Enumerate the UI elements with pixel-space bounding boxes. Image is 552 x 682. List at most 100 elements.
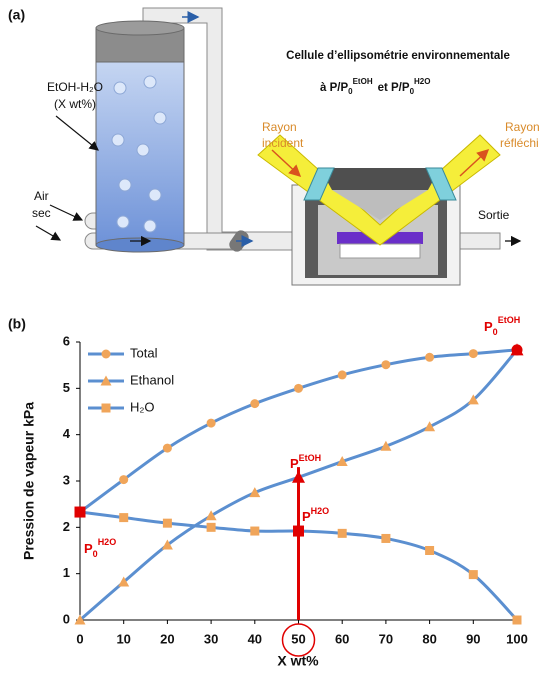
liquid-label: EtOH-H₂O: [47, 80, 103, 94]
superscript: EtOH: [353, 77, 373, 86]
x-tick-label: 40: [248, 631, 262, 646]
x-tick-label: 50: [291, 631, 305, 646]
point: [74, 506, 86, 518]
x-tick-label: 60: [335, 631, 349, 646]
point: [293, 525, 304, 537]
y-tick-label: 2: [63, 519, 70, 534]
annotation-base: P: [302, 509, 311, 524]
text: à P/P: [320, 82, 348, 94]
point: [424, 421, 436, 432]
x-tick-label: 10: [116, 631, 130, 646]
point: [292, 470, 305, 483]
annotation: P0H2O: [84, 537, 116, 559]
liquid-label: (X wt%): [54, 97, 96, 111]
annotation-superscript: EtOH: [498, 315, 521, 325]
air-label: sec: [32, 206, 51, 220]
point: [336, 456, 348, 467]
cell-title: Cellule d’ellipsométrie environnementale: [286, 50, 510, 62]
window: [425, 167, 457, 201]
air-label: Air: [34, 189, 49, 203]
point: [206, 418, 216, 428]
cell-cone: [332, 190, 428, 220]
point: [205, 510, 217, 521]
point: [294, 383, 303, 393]
incident-label: Rayon: [262, 120, 297, 134]
pointer: [35, 225, 62, 241]
outlet-label: Sortie: [478, 208, 510, 222]
y-tick-label: 6: [63, 333, 70, 348]
x-tick-label: 80: [422, 631, 436, 646]
point: [161, 539, 173, 550]
point: [381, 533, 391, 543]
legend-marker: [101, 403, 111, 413]
point: [468, 349, 478, 359]
y-axis-label: Pression de vapeur kPa: [21, 402, 37, 560]
reflected-label: Rayon: [505, 120, 540, 134]
annotation-subscript: 0: [93, 549, 98, 559]
panel-label: (b): [8, 316, 26, 332]
point: [74, 614, 86, 625]
y-tick-label: 0: [63, 611, 70, 626]
ray-arrow: [459, 148, 490, 177]
x-tick-label: 0: [76, 631, 83, 646]
annotation-base: P: [84, 541, 93, 556]
legend-label: Ethanol: [130, 372, 174, 387]
point: [250, 526, 260, 536]
y-tick-label: 3: [63, 472, 70, 487]
tube-rim: [95, 20, 185, 36]
point: [162, 443, 172, 453]
annotation: PH2O: [302, 506, 329, 524]
point: [511, 344, 523, 356]
point: [380, 440, 392, 451]
point: [250, 399, 260, 409]
legend-label: Total: [130, 345, 158, 360]
x-tick-label: 30: [204, 631, 218, 646]
diagram: [35, 7, 522, 286]
x-axis-label: X wt%: [277, 653, 319, 669]
annotation-subscript: 0: [493, 327, 498, 337]
annotation-superscript: EtOH: [299, 453, 322, 463]
pointer: [49, 204, 84, 221]
tube-bottom: [95, 237, 185, 253]
pointer: [55, 115, 99, 151]
point: [206, 522, 216, 532]
cell-conditions: à P/P0EtOHet P/P0H2O: [320, 77, 430, 96]
point: [118, 576, 130, 587]
point: [337, 528, 347, 538]
legend-label: H₂O: [130, 399, 155, 414]
point: [467, 394, 479, 405]
point: [162, 518, 172, 528]
point: [119, 475, 129, 485]
reflected-label: réfléchi: [500, 136, 539, 150]
annotation: P0EtOH: [484, 315, 520, 337]
point: [249, 487, 261, 498]
x-tick-label: 90: [466, 631, 480, 646]
panel-label: (a): [8, 7, 25, 23]
superscript: H2O: [414, 77, 430, 86]
x-tick-label: 70: [379, 631, 393, 646]
x-tick-label: 100: [506, 631, 528, 646]
annotation-base: P: [290, 456, 299, 471]
ray-arrow: [271, 149, 302, 178]
annotation: PEtOH: [290, 453, 321, 471]
annotation-superscript: H2O: [311, 506, 330, 516]
point: [119, 513, 129, 523]
annotation-base: P: [484, 319, 493, 334]
point: [337, 370, 347, 380]
annotation-superscript: H2O: [98, 537, 117, 547]
text: et P/P: [378, 82, 410, 94]
subscript: 0: [410, 87, 415, 96]
x-tick-label: 20: [160, 631, 174, 646]
y-tick-label: 1: [63, 565, 70, 580]
point: [512, 615, 522, 625]
legend-marker: [101, 349, 111, 359]
holder: [339, 243, 421, 259]
point: [425, 546, 435, 555]
y-tick-label: 5: [63, 380, 70, 395]
point: [381, 360, 391, 370]
tick-highlight: [281, 623, 316, 657]
cell-lid: [320, 168, 440, 190]
point: [468, 570, 478, 580]
incident-label: incident: [262, 136, 304, 150]
